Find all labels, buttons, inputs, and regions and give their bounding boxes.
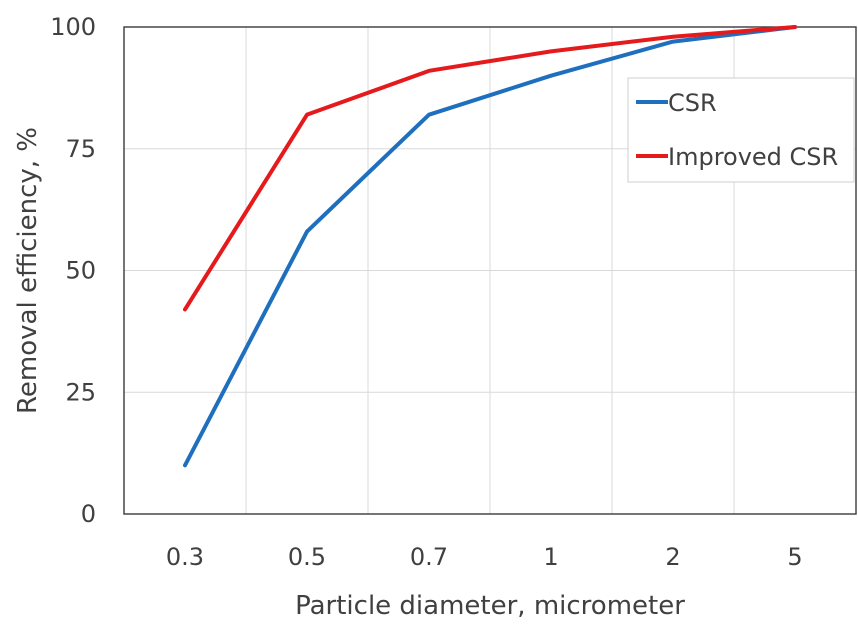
x-axis-title: Particle diameter, micrometer xyxy=(295,591,685,621)
data-point xyxy=(671,40,675,44)
y-axis-ticks: 0 25 50 75 100 xyxy=(50,13,96,528)
x-tick-label: 5 xyxy=(787,543,802,571)
data-point xyxy=(183,463,187,467)
y-tick-label: 100 xyxy=(50,13,96,41)
data-point xyxy=(305,230,309,234)
data-point xyxy=(305,113,309,117)
legend-label: Improved CSR xyxy=(668,143,838,171)
x-tick-label: 0.5 xyxy=(288,543,326,571)
data-point xyxy=(549,49,553,53)
y-tick-label: 50 xyxy=(65,257,96,285)
x-axis-ticks: 0.3 0.5 0.7 1 2 5 xyxy=(166,543,803,571)
y-tick-label: 75 xyxy=(65,135,96,163)
data-point xyxy=(427,113,431,117)
plot-area xyxy=(123,26,857,515)
legend: CSR Improved CSR xyxy=(627,77,855,183)
data-point xyxy=(793,25,797,29)
y-axis-title: Removal efficiency, % xyxy=(13,127,43,414)
y-tick-label: 0 xyxy=(81,500,96,528)
x-tick-label: 2 xyxy=(665,543,680,571)
series-layer xyxy=(183,25,797,468)
legend-label: CSR xyxy=(668,89,717,117)
x-tick-label: 0.7 xyxy=(410,543,448,571)
series-improved-csr xyxy=(183,25,797,312)
x-tick-label: 1 xyxy=(543,543,558,571)
series-csr xyxy=(183,25,797,468)
series-line xyxy=(183,25,797,468)
y-tick-label: 25 xyxy=(65,378,96,406)
legend-box xyxy=(627,77,855,183)
series-line xyxy=(183,25,797,312)
data-point xyxy=(427,69,431,73)
data-point xyxy=(183,307,187,311)
data-point xyxy=(549,74,553,78)
x-tick-label: 0.3 xyxy=(166,543,204,571)
data-point xyxy=(671,35,675,39)
